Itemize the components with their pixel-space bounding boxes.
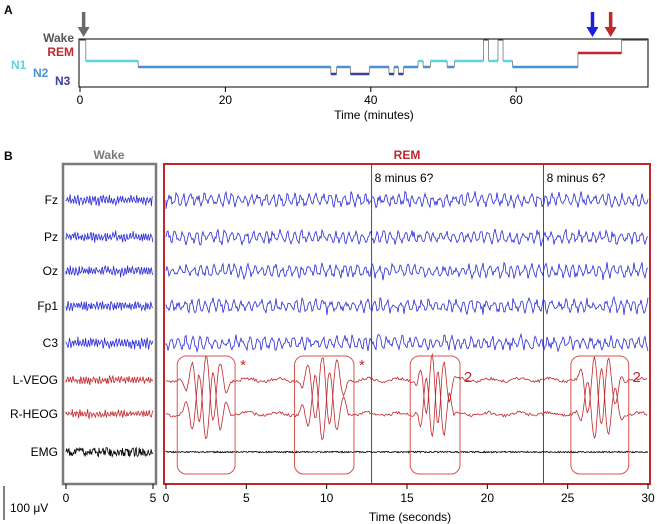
hypnogram-arrow — [604, 12, 617, 37]
stage-label-rem: REM — [47, 45, 74, 59]
channel-label-emg: EMG — [31, 445, 58, 459]
trace-rem-fp1 — [165, 295, 649, 316]
wake-tick-label: 0 — [63, 491, 70, 505]
wake-box — [61, 162, 158, 486]
rem-tick-label: 0 — [163, 491, 170, 505]
trace-wake-pz — [65, 230, 154, 243]
task-marker-label: 8 minus 6? — [547, 171, 606, 185]
trace-wake-r-heog — [65, 409, 154, 420]
hypnogram-arrow — [77, 12, 90, 37]
trace-rem-fz — [165, 190, 649, 209]
panel-a-letter: A — [4, 3, 13, 17]
trace-rem-r-heog — [165, 368, 648, 441]
eye-movement-tag: * — [359, 357, 365, 374]
rem-box-title: REM — [394, 148, 421, 162]
panel-b-letter: B — [4, 149, 13, 163]
rem-tick-label: 25 — [561, 491, 575, 505]
rem-box — [163, 163, 651, 485]
panel-a-tick-label: 0 — [77, 93, 84, 107]
eye-movement-tag: 2 — [633, 369, 641, 386]
task-markers: 8 minus 6? 8 minus 6? — [371, 165, 606, 483]
panel-a-x-axis: 0 20 40 60 — [77, 87, 523, 107]
traces — [65, 190, 649, 458]
stage-label-wake: Wake — [43, 31, 74, 45]
task-marker-label: 8 minus 6? — [375, 171, 434, 185]
hypnogram — [80, 39, 647, 76]
hypnogram-arrows — [77, 12, 617, 37]
trace-wake-c3 — [65, 336, 154, 350]
channel-labels: Fz Pz Oz Fp1 C3 L-VEOG R-HEOG EMG — [10, 193, 58, 459]
channel-label-pz: Pz — [44, 230, 58, 244]
trace-wake-l-veog — [65, 374, 154, 386]
trace-rem-l-veog — [165, 353, 648, 425]
eye-movement-window — [570, 355, 630, 475]
eye-movement-window — [409, 355, 461, 475]
trace-wake-emg — [65, 446, 154, 458]
eye-movement-window — [176, 355, 236, 475]
eye-movement-tag: 2 — [464, 369, 472, 386]
trace-wake-fz — [65, 194, 154, 207]
eye-movement-window — [294, 355, 355, 475]
panel-b-x-axis: 0 5 0 5 10 15 20 25 30 — [63, 484, 655, 505]
channel-label-r-heog: R-HEOG — [10, 407, 58, 421]
stage-label-n1: N1 — [11, 58, 27, 72]
trace-rem-c3 — [165, 332, 649, 354]
rem-tick-label: 10 — [320, 491, 334, 505]
rem-tick-label: 5 — [243, 491, 250, 505]
channel-label-l-veog: L-VEOG — [13, 373, 58, 387]
panel-a-xlabel: Time (minutes) — [334, 108, 414, 122]
wake-tick-label: 5 — [150, 491, 157, 505]
panel-a-tick-label: 40 — [364, 93, 378, 107]
trace-rem-oz — [165, 261, 649, 281]
hypnogram-arrow — [586, 12, 599, 37]
channel-label-fz: Fz — [45, 193, 58, 207]
rem-tick-label: 30 — [641, 491, 655, 505]
panel-a-tick-label: 60 — [509, 93, 523, 107]
scale-bar-label: 100 μV — [10, 501, 48, 515]
panel-a-tick-label: 20 — [219, 93, 233, 107]
panel-b-xlabel: Time (seconds) — [369, 510, 451, 524]
rem-tick-label: 20 — [481, 491, 495, 505]
hypnogram-frame — [78, 38, 649, 88]
wake-box-title: Wake — [94, 148, 125, 162]
trace-rem-emg — [165, 450, 649, 454]
channel-label-fp1: Fp1 — [37, 299, 58, 313]
rem-tick-label: 15 — [400, 491, 414, 505]
channel-label-oz: Oz — [43, 264, 58, 278]
eye-movement-windows: * * 2 2 — [176, 355, 641, 475]
channel-label-c3: C3 — [43, 336, 59, 350]
stage-label-n3: N3 — [55, 74, 71, 88]
trace-wake-oz — [65, 264, 154, 278]
trace-rem-pz — [165, 228, 649, 247]
stage-label-n2: N2 — [33, 66, 49, 80]
eye-movement-tag: * — [240, 357, 246, 374]
trace-wake-fp1 — [65, 301, 154, 312]
